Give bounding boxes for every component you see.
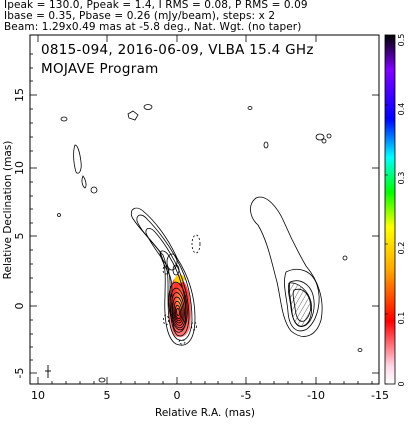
colorbar-tick-label: 0.1	[397, 312, 406, 325]
program-annotation: MOJAVE Program	[41, 61, 159, 77]
source-annotation: 0815-094, 2016-06-09, VLBA 15.4 GHz	[41, 42, 314, 58]
header-line-1: Ipeak = 130.0, Ppeak = 1.4, I RMS = 0.08…	[4, 0, 308, 11]
y-ticks	[30, 53, 379, 374]
colorbar-tick-label: 0.4	[397, 103, 406, 116]
x-tick-label: 5	[104, 389, 111, 402]
colorbar-tick-label: 0	[397, 381, 406, 386]
noise-contours	[57, 104, 363, 383]
x-ticks	[37, 35, 373, 384]
header-line-2: Ibase = 0.35, Pbase = 0.26 (mJy/beam), s…	[4, 10, 276, 22]
y-tick-label: 15	[13, 88, 26, 102]
header-line-3: Beam: 1.29x0.49 mas at -5.8 deg., Nat. W…	[4, 21, 302, 33]
y-tick-label: 10	[13, 161, 26, 175]
plot-frame	[29, 34, 380, 385]
x-tick-label: -5	[241, 389, 252, 402]
colorbar	[384, 34, 396, 385]
western-component-contours	[250, 196, 323, 337]
core-contours	[130, 207, 201, 346]
y-tick-label: -5	[13, 368, 26, 379]
y-tick-label: 0	[13, 303, 26, 310]
x-tick-label: -15	[371, 389, 389, 402]
colorbar-tick-label: 0.5	[397, 34, 406, 47]
x-tick-label: -10	[307, 389, 325, 402]
y-axis-label: Relative Declination (mas)	[2, 141, 14, 280]
x-axis-label: Relative R.A. (mas)	[155, 407, 255, 419]
beam-ellipse	[45, 365, 51, 378]
colorbar-tick-label: 0.3	[397, 172, 406, 185]
y-tick-label: 5	[13, 233, 26, 240]
x-tick-label: 10	[31, 389, 45, 402]
x-tick-label: 0	[174, 389, 181, 402]
colorbar-ticks	[385, 34, 388, 385]
colorbar-tick-label: 0.2	[397, 242, 406, 255]
